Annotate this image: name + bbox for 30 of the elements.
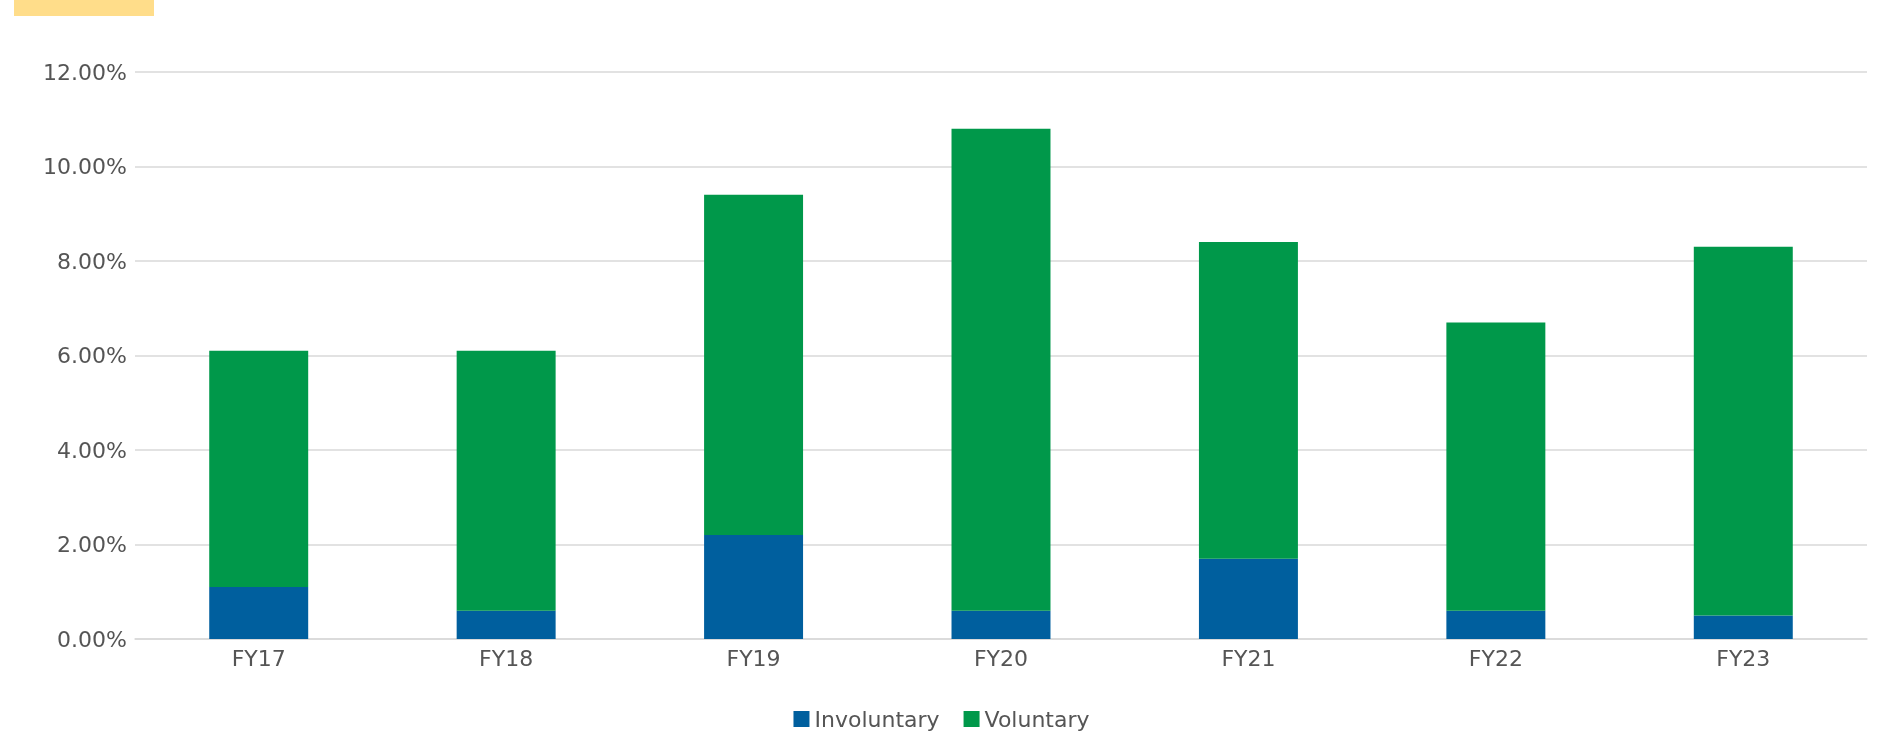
y-tick-label: 0.00% [57,626,127,652]
bar [1446,610,1546,639]
y-tick-label: 6.00% [57,343,127,368]
bar [1198,242,1298,559]
bar [1693,615,1793,639]
x-tick-label: FY21 [1221,645,1276,671]
y-tick-label: 2.00% [57,532,127,557]
x-tick-label: FY18 [479,645,534,671]
x-tick-label: FY17 [231,645,286,671]
bar [456,610,556,639]
legend-label: Involuntary [814,706,940,732]
bar [1693,246,1793,616]
y-tick-label: 12.00% [43,59,127,85]
y-tick-label: 10.00% [43,154,127,179]
x-tick-label: FY19 [726,645,781,671]
bar [951,128,1051,611]
bar [1198,558,1298,639]
x-tick-label: FY22 [1468,645,1523,671]
bar [209,350,309,588]
x-tick-label: FY23 [1716,645,1771,671]
bar [704,535,804,639]
legend-label: Voluntary [984,706,1090,732]
bar [209,587,309,639]
bar [951,610,1051,639]
x-tick-label: FY20 [973,645,1029,671]
bar [1446,322,1546,611]
bar [456,350,556,611]
bar [704,194,804,536]
y-tick-label: 8.00% [57,248,127,274]
y-tick-label: 4.00% [57,437,127,463]
